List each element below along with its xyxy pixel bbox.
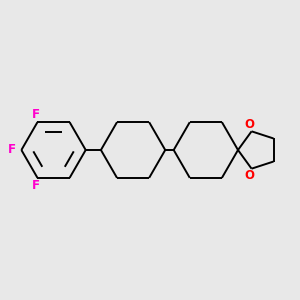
Text: O: O: [244, 118, 254, 131]
Text: F: F: [8, 143, 16, 156]
Text: F: F: [32, 108, 40, 121]
Text: F: F: [32, 179, 40, 192]
Text: O: O: [244, 169, 254, 182]
